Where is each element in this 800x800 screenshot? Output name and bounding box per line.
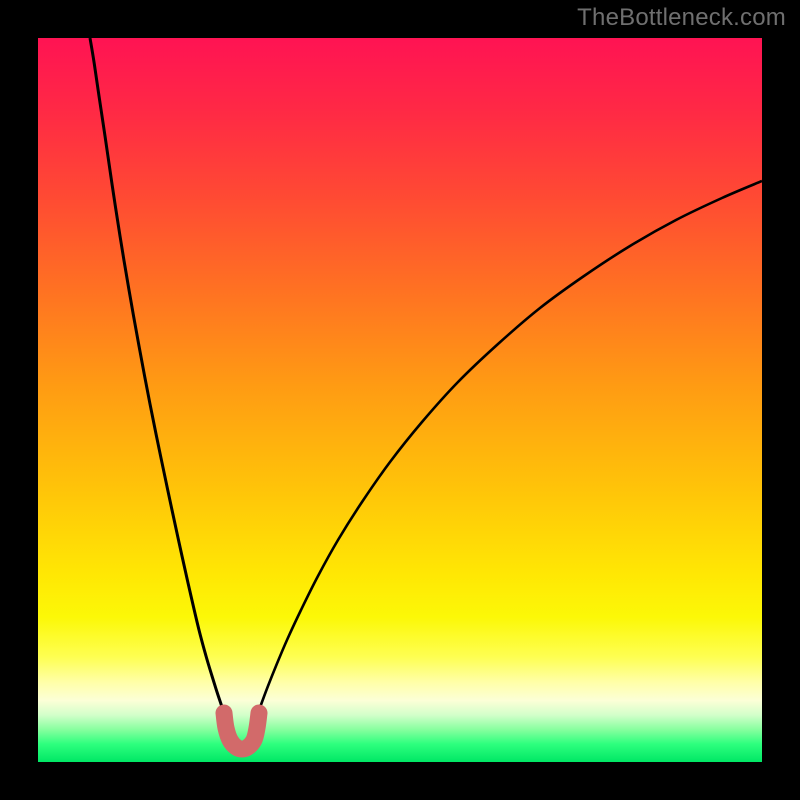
- watermark-text: TheBottleneck.com: [577, 4, 786, 32]
- left-curve: [90, 38, 224, 713]
- curves-layer: [38, 38, 762, 762]
- u-marker: [224, 713, 259, 749]
- right-curve: [258, 181, 762, 713]
- plot-area: [38, 38, 762, 762]
